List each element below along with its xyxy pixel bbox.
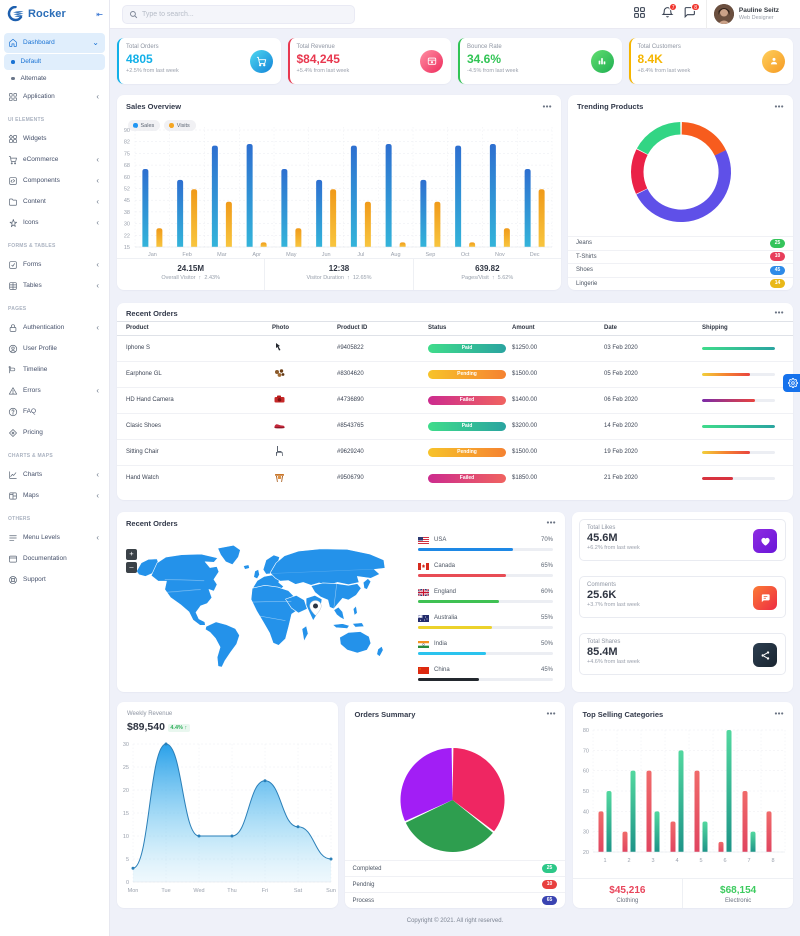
svg-text:82: 82 [124, 140, 130, 146]
svg-text:15: 15 [123, 811, 129, 817]
svg-text:Tue: Tue [161, 888, 170, 892]
svg-text:Sep: Sep [425, 252, 435, 258]
svg-text:40: 40 [582, 809, 588, 815]
svg-text:45: 45 [124, 198, 130, 204]
svg-text:Thu: Thu [227, 888, 236, 892]
svg-text:Feb: Feb [182, 252, 191, 258]
svg-text:52: 52 [124, 187, 130, 193]
svg-text:6: 6 [723, 858, 726, 864]
svg-text:22: 22 [124, 233, 130, 239]
svg-text:90: 90 [124, 128, 130, 134]
svg-text:80: 80 [582, 728, 588, 734]
svg-text:Jul: Jul [357, 252, 364, 258]
svg-text:75: 75 [124, 151, 130, 157]
svg-text:4: 4 [675, 858, 678, 864]
svg-text:20: 20 [123, 788, 129, 794]
svg-text:30: 30 [123, 742, 129, 748]
svg-text:0: 0 [126, 880, 129, 886]
svg-text:68: 68 [124, 163, 130, 169]
svg-text:20: 20 [582, 850, 588, 856]
svg-text:2: 2 [627, 858, 630, 864]
svg-text:30: 30 [124, 222, 130, 228]
svg-text:Jan: Jan [148, 252, 157, 258]
svg-text:1: 1 [603, 858, 606, 864]
svg-text:3: 3 [651, 858, 654, 864]
svg-text:Apr: Apr [252, 252, 261, 258]
svg-text:30: 30 [582, 830, 588, 836]
svg-text:Fri: Fri [262, 888, 268, 892]
svg-text:7: 7 [747, 858, 750, 864]
svg-text:Sun: Sun [326, 888, 336, 892]
svg-text:5: 5 [699, 858, 702, 864]
svg-text:Nov: Nov [495, 252, 505, 258]
svg-text:25: 25 [123, 765, 129, 771]
svg-text:10: 10 [123, 834, 129, 840]
svg-text:60: 60 [124, 175, 130, 181]
svg-text:15: 15 [124, 245, 130, 251]
svg-text:Dec: Dec [530, 252, 540, 258]
svg-text:8: 8 [771, 858, 774, 864]
svg-text:Aug: Aug [391, 252, 401, 258]
svg-text:70: 70 [582, 748, 588, 754]
svg-text:Mar: Mar [217, 252, 227, 258]
svg-text:5: 5 [126, 857, 129, 863]
svg-text:Mon: Mon [128, 888, 139, 892]
svg-text:50: 50 [582, 789, 588, 795]
svg-text:38: 38 [124, 210, 130, 216]
svg-text:60: 60 [582, 769, 588, 775]
svg-text:Oct: Oct [461, 252, 470, 258]
svg-text:Wed: Wed [193, 888, 204, 892]
svg-text:May: May [286, 252, 297, 258]
svg-text:Jun: Jun [322, 252, 331, 258]
svg-text:Sat: Sat [294, 888, 303, 892]
